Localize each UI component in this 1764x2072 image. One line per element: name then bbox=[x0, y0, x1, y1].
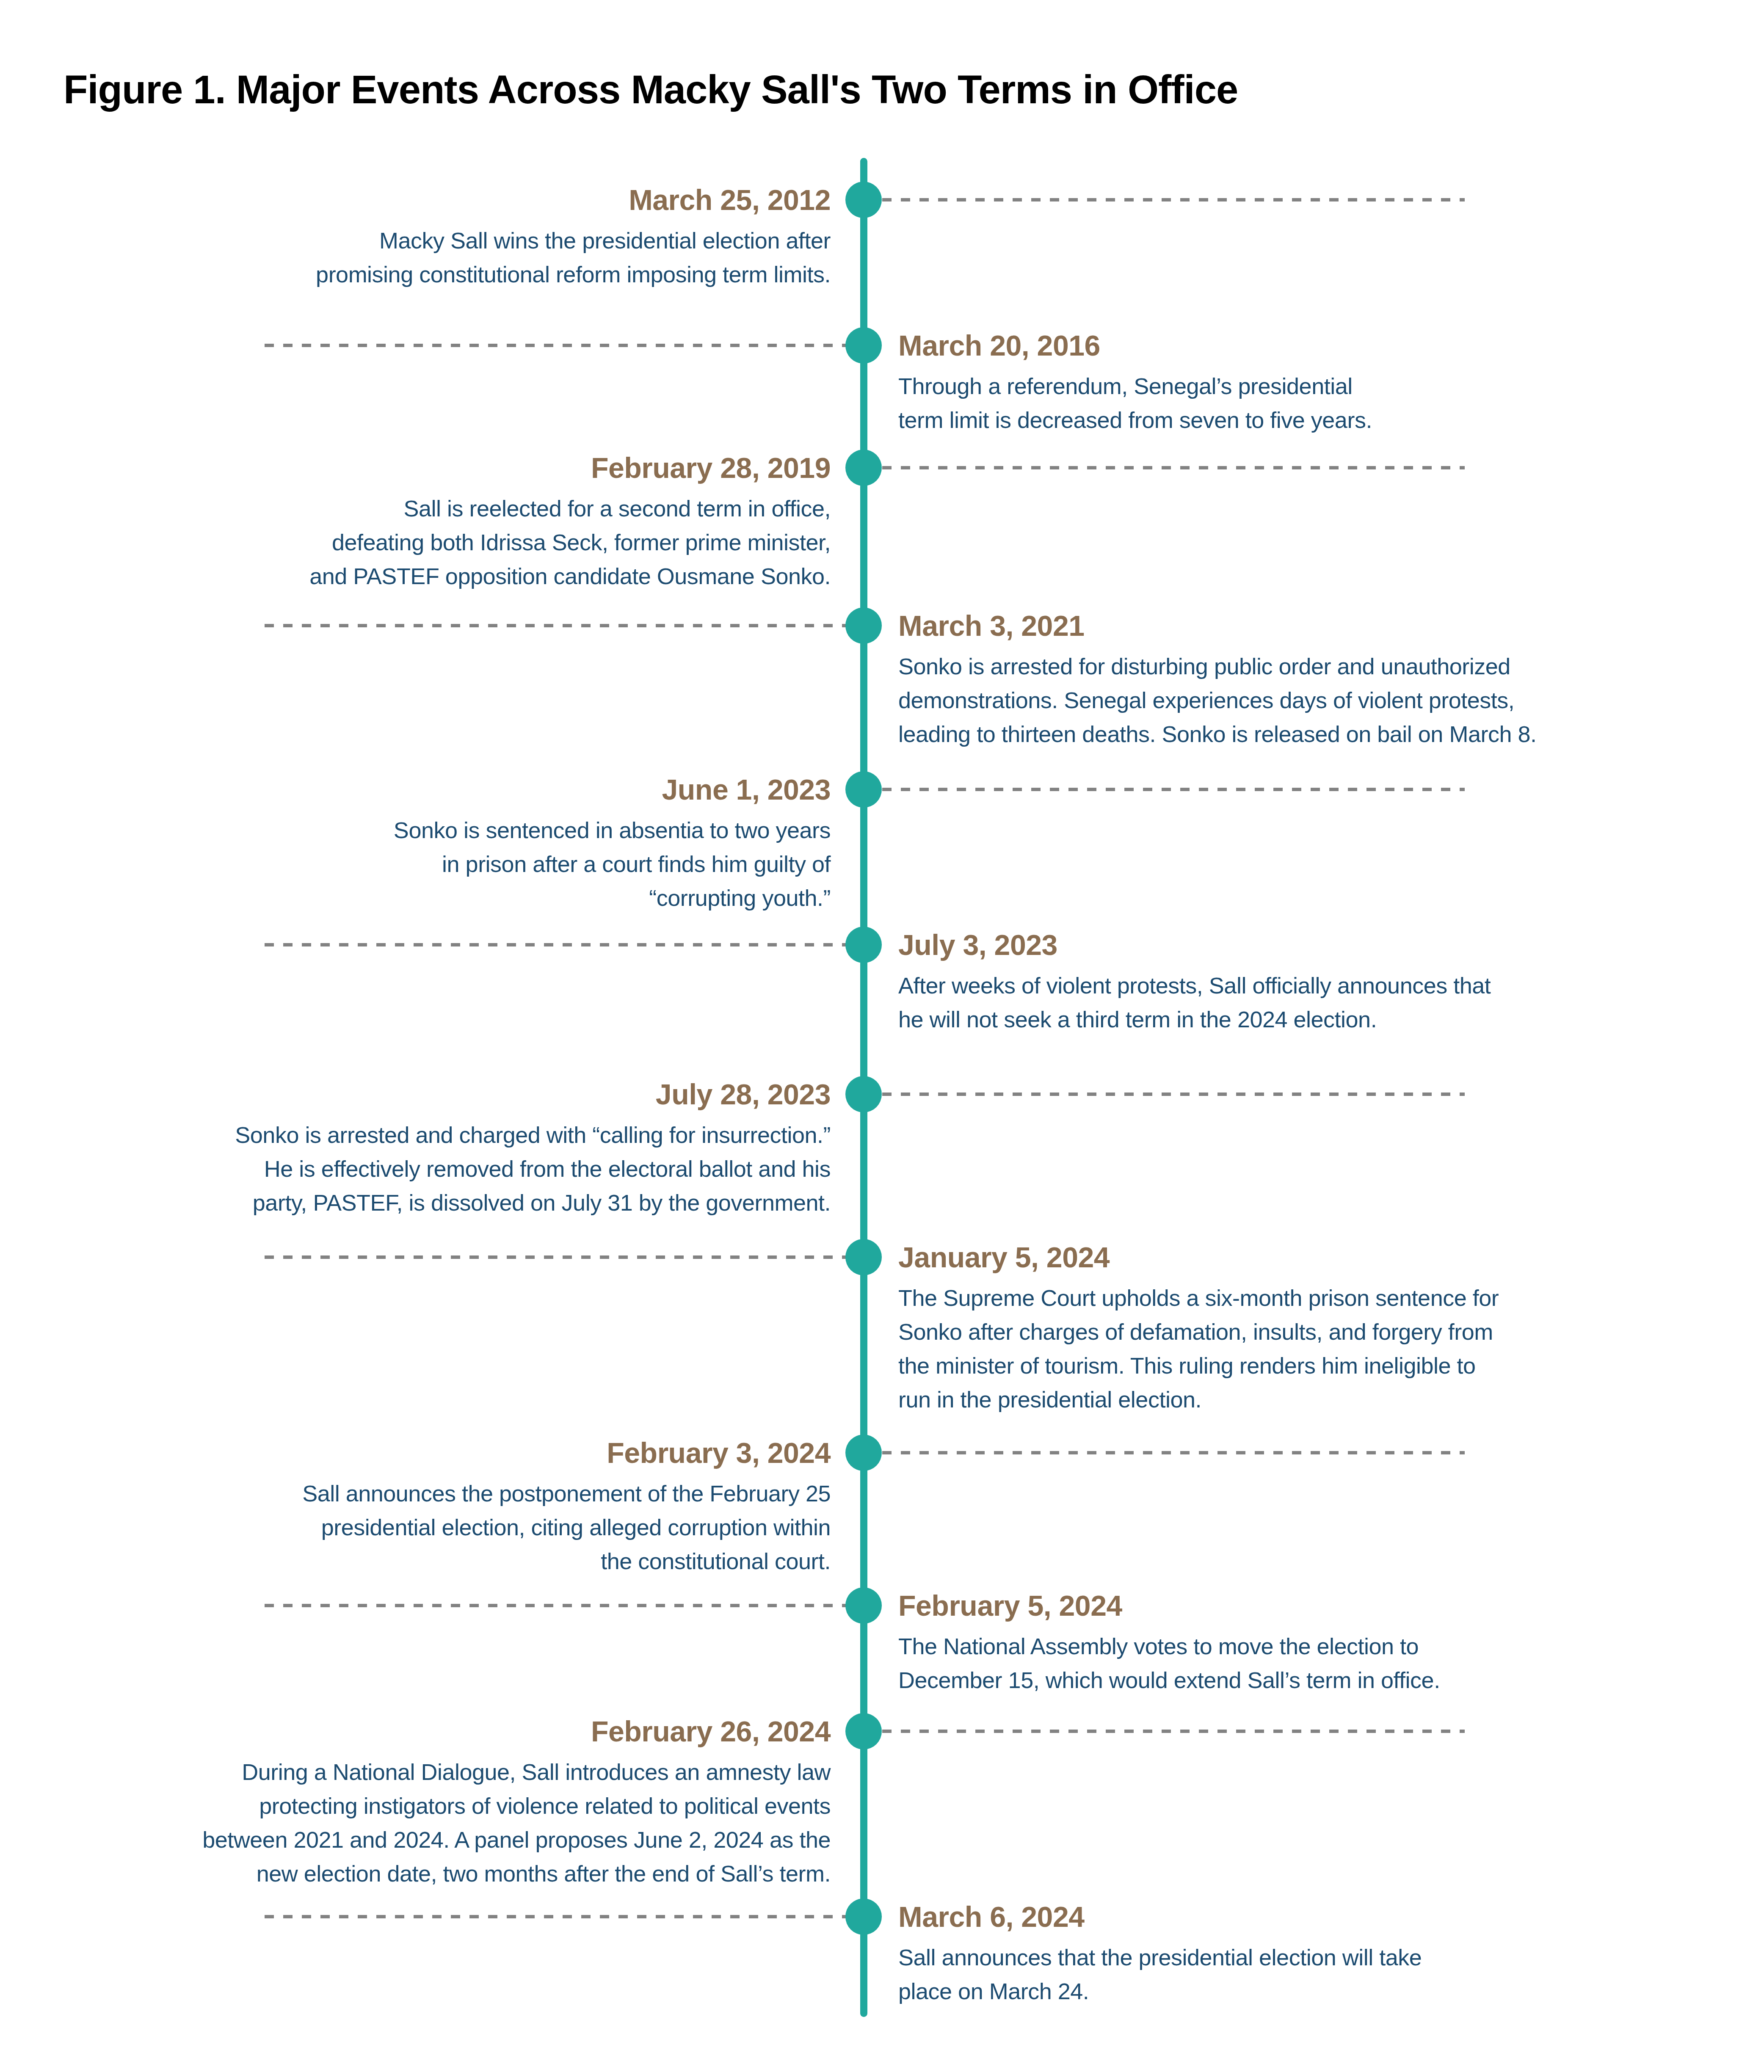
event-description-line: party, PASTEF, is dissolved on July 31 b… bbox=[253, 1190, 831, 1215]
connector-dashed-line bbox=[864, 466, 1465, 469]
event-description-line: between 2021 and 2024. A panel proposes … bbox=[202, 1827, 831, 1852]
event-date: February 3, 2024 bbox=[302, 1436, 831, 1470]
event-description-line: defeating both Idrissa Seck, former prim… bbox=[332, 530, 831, 555]
event-date: February 28, 2019 bbox=[309, 451, 831, 485]
timeline-event: June 1, 2023 Sonko is sentenced in absent… bbox=[394, 773, 831, 915]
event-description: Sall announces the postponement of the F… bbox=[302, 1476, 831, 1578]
timeline-event: February 26, 2024 During a National Dialo… bbox=[202, 1714, 831, 1890]
event-description: Sall is reelected for a second term in o… bbox=[309, 491, 831, 593]
event-date: March 25, 2012 bbox=[316, 183, 831, 217]
event-description-line: December 15, which would extend Sall’s t… bbox=[898, 1667, 1440, 1693]
event-description-line: demonstrations. Senegal experiences days… bbox=[898, 687, 1514, 713]
event-date: January 5, 2024 bbox=[898, 1240, 1499, 1274]
event-description-line: Macky Sall wins the presidential electio… bbox=[379, 228, 831, 253]
event-description-line: leading to thirteen deaths. Sonko is rel… bbox=[898, 721, 1536, 747]
connector-dashed-line bbox=[265, 624, 864, 627]
event-date: February 5, 2024 bbox=[898, 1589, 1440, 1622]
event-dot bbox=[845, 450, 882, 486]
connector-dashed-line bbox=[265, 1255, 864, 1259]
event-dot bbox=[845, 1435, 882, 1471]
event-dot bbox=[845, 1076, 882, 1112]
timeline-event: March 20, 2016 Through a referendum, Sene… bbox=[898, 328, 1372, 437]
timeline-event: March 6, 2024 Sall announces that the pre… bbox=[898, 1900, 1422, 2008]
event-description-line: Sonko is sentenced in absentia to two ye… bbox=[394, 817, 831, 843]
event-date: March 6, 2024 bbox=[898, 1900, 1422, 1934]
timeline-event: March 3, 2021 Sonko is arrested for distu… bbox=[898, 609, 1536, 751]
event-dot bbox=[845, 182, 882, 218]
event-date: March 20, 2016 bbox=[898, 328, 1372, 362]
event-dot bbox=[845, 1239, 882, 1275]
event-date: July 3, 2023 bbox=[898, 928, 1491, 962]
event-description-line: he will not seek a third term in the 202… bbox=[898, 1007, 1377, 1032]
connector-dashed-line bbox=[864, 788, 1465, 791]
event-description-line: Through a referendum, Senegal’s presiden… bbox=[898, 373, 1353, 399]
event-dot bbox=[845, 1587, 882, 1624]
event-date: February 26, 2024 bbox=[202, 1714, 831, 1748]
event-description: Sonko is sentenced in absentia to two ye… bbox=[394, 813, 831, 915]
connector-dashed-line bbox=[265, 943, 864, 946]
event-description-line: During a National Dialogue, Sall introdu… bbox=[242, 1759, 831, 1785]
event-description-line: Sonko is arrested and charged with “call… bbox=[235, 1122, 831, 1148]
connector-dashed-line bbox=[864, 198, 1465, 201]
event-dot bbox=[845, 607, 882, 644]
event-description-line: “corrupting youth.” bbox=[649, 885, 831, 910]
timeline-event: July 3, 2023 After weeks of violent prote… bbox=[898, 928, 1491, 1036]
figure-title: Figure 1. Major Events Across Macky Sall… bbox=[63, 67, 1238, 113]
event-description-line: new election date, two months after the … bbox=[257, 1861, 831, 1886]
event-description: The Supreme Court upholds a six-month pr… bbox=[898, 1281, 1499, 1416]
event-description-line: in prison after a court finds him guilty… bbox=[442, 851, 831, 877]
event-description-line: and PASTEF opposition candidate Ousmane … bbox=[309, 563, 831, 589]
event-description: Sonko is arrested for disturbing public … bbox=[898, 649, 1536, 751]
event-description-line: Sall announces that the presidential ele… bbox=[898, 1945, 1422, 1970]
timeline-event: February 28, 2019 Sall is reelected for a… bbox=[309, 451, 831, 593]
event-dot bbox=[845, 327, 882, 364]
event-dot bbox=[845, 771, 882, 808]
event-description-line: Sonko after charges of defamation, insul… bbox=[898, 1319, 1493, 1344]
connector-dashed-line bbox=[265, 344, 864, 347]
event-description-line: place on March 24. bbox=[898, 1978, 1089, 2004]
event-description-line: presidential election, citing alleged co… bbox=[321, 1515, 831, 1540]
timeline-event: February 3, 2024 Sall announces the postp… bbox=[302, 1436, 831, 1578]
connector-dashed-line bbox=[864, 1451, 1465, 1454]
event-date: June 1, 2023 bbox=[394, 773, 831, 806]
event-description-line: Sall announces the postponement of the F… bbox=[302, 1481, 831, 1506]
event-date: March 3, 2021 bbox=[898, 609, 1536, 643]
event-description-line: protecting instigators of violence relat… bbox=[259, 1793, 831, 1818]
timeline-event: February 5, 2024 The National Assembly vo… bbox=[898, 1589, 1440, 1697]
event-description-line: term limit is decreased from seven to fi… bbox=[898, 407, 1372, 433]
connector-dashed-line bbox=[864, 1730, 1465, 1733]
event-description: Through a referendum, Senegal’s presiden… bbox=[898, 369, 1372, 437]
connector-dashed-line bbox=[864, 1093, 1465, 1096]
connector-dashed-line bbox=[265, 1604, 864, 1607]
event-dot bbox=[845, 1713, 882, 1749]
event-dot bbox=[845, 927, 882, 963]
event-date: July 28, 2023 bbox=[235, 1077, 831, 1111]
timeline-event: March 25, 2012 Macky Sall wins the presid… bbox=[316, 183, 831, 291]
event-description-line: The National Assembly votes to move the … bbox=[898, 1633, 1419, 1659]
event-description-line: the minister of tourism. This ruling ren… bbox=[898, 1353, 1476, 1378]
event-description-line: Sonko is arrested for disturbing public … bbox=[898, 654, 1510, 679]
event-description: Sonko is arrested and charged with “call… bbox=[235, 1118, 831, 1219]
event-description-line: run in the presidential election. bbox=[898, 1387, 1201, 1412]
event-dot bbox=[845, 1898, 882, 1935]
event-description: The National Assembly votes to move the … bbox=[898, 1629, 1440, 1697]
timeline-event: July 28, 2023 Sonko is arrested and charg… bbox=[235, 1077, 831, 1219]
timeline-event: January 5, 2024 The Supreme Court upholds… bbox=[898, 1240, 1499, 1416]
event-description: Sall announces that the presidential ele… bbox=[898, 1940, 1422, 2008]
event-description: During a National Dialogue, Sall introdu… bbox=[202, 1755, 831, 1890]
connector-dashed-line bbox=[265, 1915, 864, 1918]
event-description-line: promising constitutional reform imposing… bbox=[316, 262, 831, 287]
event-description-line: Sall is reelected for a second term in o… bbox=[403, 496, 831, 521]
event-description-line: After weeks of violent protests, Sall of… bbox=[898, 973, 1491, 998]
event-description: Macky Sall wins the presidential electio… bbox=[316, 223, 831, 291]
event-description: After weeks of violent protests, Sall of… bbox=[898, 968, 1491, 1036]
event-description-line: The Supreme Court upholds a six-month pr… bbox=[898, 1285, 1499, 1311]
event-description-line: He is effectively removed from the elect… bbox=[264, 1156, 831, 1181]
event-description-line: the constitutional court. bbox=[601, 1548, 831, 1574]
